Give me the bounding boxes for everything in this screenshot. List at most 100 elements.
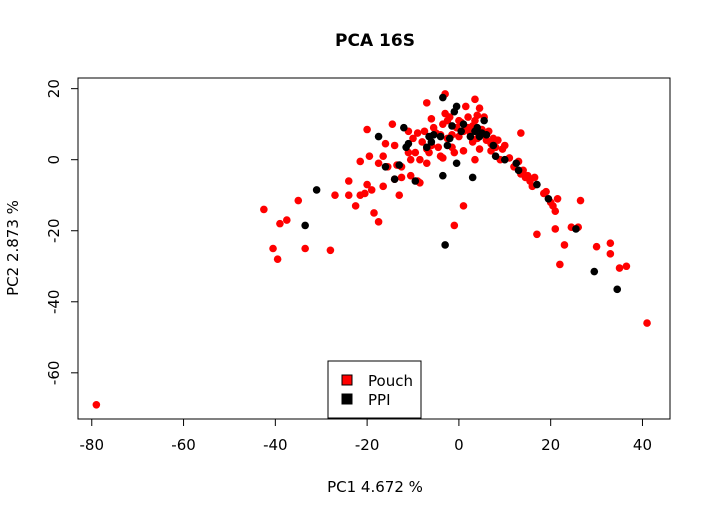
series-ppi xyxy=(301,93,622,294)
legend-box xyxy=(327,360,422,419)
legend-label-pouch: Pouch xyxy=(368,372,413,390)
y-tick-label: 0 xyxy=(45,155,63,165)
point-pouch xyxy=(473,111,482,120)
x-tick-label: -60 xyxy=(171,436,196,454)
point-pouch xyxy=(551,207,560,216)
point-ppi xyxy=(500,155,509,164)
point-ppi xyxy=(572,225,580,233)
point-pouch xyxy=(517,129,525,137)
point-pouch xyxy=(643,319,651,327)
legend: Pouch PPI xyxy=(327,360,422,419)
point-pouch xyxy=(553,194,562,203)
point-pouch xyxy=(551,225,560,233)
point-pouch xyxy=(363,180,371,189)
point-ppi xyxy=(452,159,461,168)
point-pouch xyxy=(475,145,484,153)
point-ppi xyxy=(374,132,383,141)
point-pouch xyxy=(390,141,399,150)
point-pouch xyxy=(556,260,564,269)
point-pouch xyxy=(576,196,585,205)
point-ppi xyxy=(436,132,445,141)
point-pouch xyxy=(434,143,443,152)
point-pouch xyxy=(283,216,291,224)
y-tick-label: -40 xyxy=(45,290,63,315)
point-pouch xyxy=(427,115,436,123)
point-pouch xyxy=(422,99,431,107)
point-ppi xyxy=(381,163,390,171)
point-pouch xyxy=(269,244,277,253)
point-pouch xyxy=(92,400,101,409)
data-points xyxy=(92,90,651,409)
point-ppi xyxy=(312,186,321,194)
point-ppi xyxy=(512,159,521,168)
point-pouch xyxy=(406,155,415,164)
point-ppi xyxy=(443,141,452,150)
point-pouch xyxy=(363,125,371,134)
point-pouch xyxy=(344,191,353,200)
point-ppi xyxy=(482,131,491,139)
point-pouch xyxy=(592,242,601,251)
point-ppi xyxy=(452,102,461,111)
point-ppi xyxy=(613,285,622,294)
x-axis-label: PC1 4.672 % xyxy=(327,478,423,496)
point-pouch xyxy=(388,120,397,128)
point-ppi xyxy=(301,221,309,230)
point-pouch xyxy=(301,244,309,253)
point-pouch xyxy=(395,191,404,200)
point-ppi xyxy=(441,241,449,249)
point-pouch xyxy=(406,171,415,180)
point-pouch xyxy=(379,152,387,160)
point-pouch xyxy=(439,154,447,162)
point-pouch xyxy=(459,147,468,155)
point-ppi xyxy=(429,131,438,139)
point-ppi xyxy=(480,116,488,125)
point-ppi xyxy=(422,143,431,152)
point-ppi xyxy=(427,138,436,146)
y-tick-label: -60 xyxy=(45,361,63,386)
point-pouch xyxy=(381,139,390,148)
point-ppi xyxy=(466,132,475,141)
point-pouch xyxy=(326,246,335,255)
point-pouch xyxy=(418,138,426,146)
point-ppi xyxy=(468,173,477,182)
point-ppi xyxy=(439,93,447,102)
chart-title: PCA 16S xyxy=(335,31,415,51)
x-tick-label: -40 xyxy=(263,436,288,454)
point-pouch xyxy=(494,136,502,144)
point-pouch xyxy=(411,148,420,157)
point-ppi xyxy=(473,123,482,132)
point-pouch xyxy=(606,250,615,258)
point-pouch xyxy=(615,264,624,272)
point-ppi xyxy=(448,122,456,130)
point-pouch xyxy=(420,127,429,136)
point-ppi xyxy=(390,175,399,184)
point-pouch xyxy=(461,102,470,111)
point-pouch xyxy=(530,173,539,182)
x-axis: -80 -60 -40 -20 0 20 40 xyxy=(80,419,652,454)
point-pouch xyxy=(294,196,303,205)
point-pouch xyxy=(622,262,631,271)
point-pouch xyxy=(365,152,374,160)
point-ppi xyxy=(400,123,408,132)
point-pouch xyxy=(560,241,569,249)
point-pouch xyxy=(500,141,509,150)
point-pouch xyxy=(542,187,550,196)
x-tick-label: -20 xyxy=(355,436,380,454)
plot-frame xyxy=(77,77,671,420)
point-pouch xyxy=(450,148,459,157)
point-pouch xyxy=(471,95,479,104)
point-pouch xyxy=(416,155,424,164)
point-ppi xyxy=(514,166,523,175)
point-ppi xyxy=(411,177,420,185)
point-ppi xyxy=(459,120,468,128)
point-pouch xyxy=(450,221,459,230)
point-pouch xyxy=(344,177,353,185)
point-ppi xyxy=(445,134,454,143)
point-pouch xyxy=(361,189,369,198)
point-pouch xyxy=(370,209,378,217)
x-tick-label: 20 xyxy=(541,436,560,454)
x-tick-label: -80 xyxy=(80,436,105,454)
x-tick-label: 0 xyxy=(454,436,464,454)
x-tick-label: 40 xyxy=(633,436,652,454)
point-pouch xyxy=(409,134,417,143)
